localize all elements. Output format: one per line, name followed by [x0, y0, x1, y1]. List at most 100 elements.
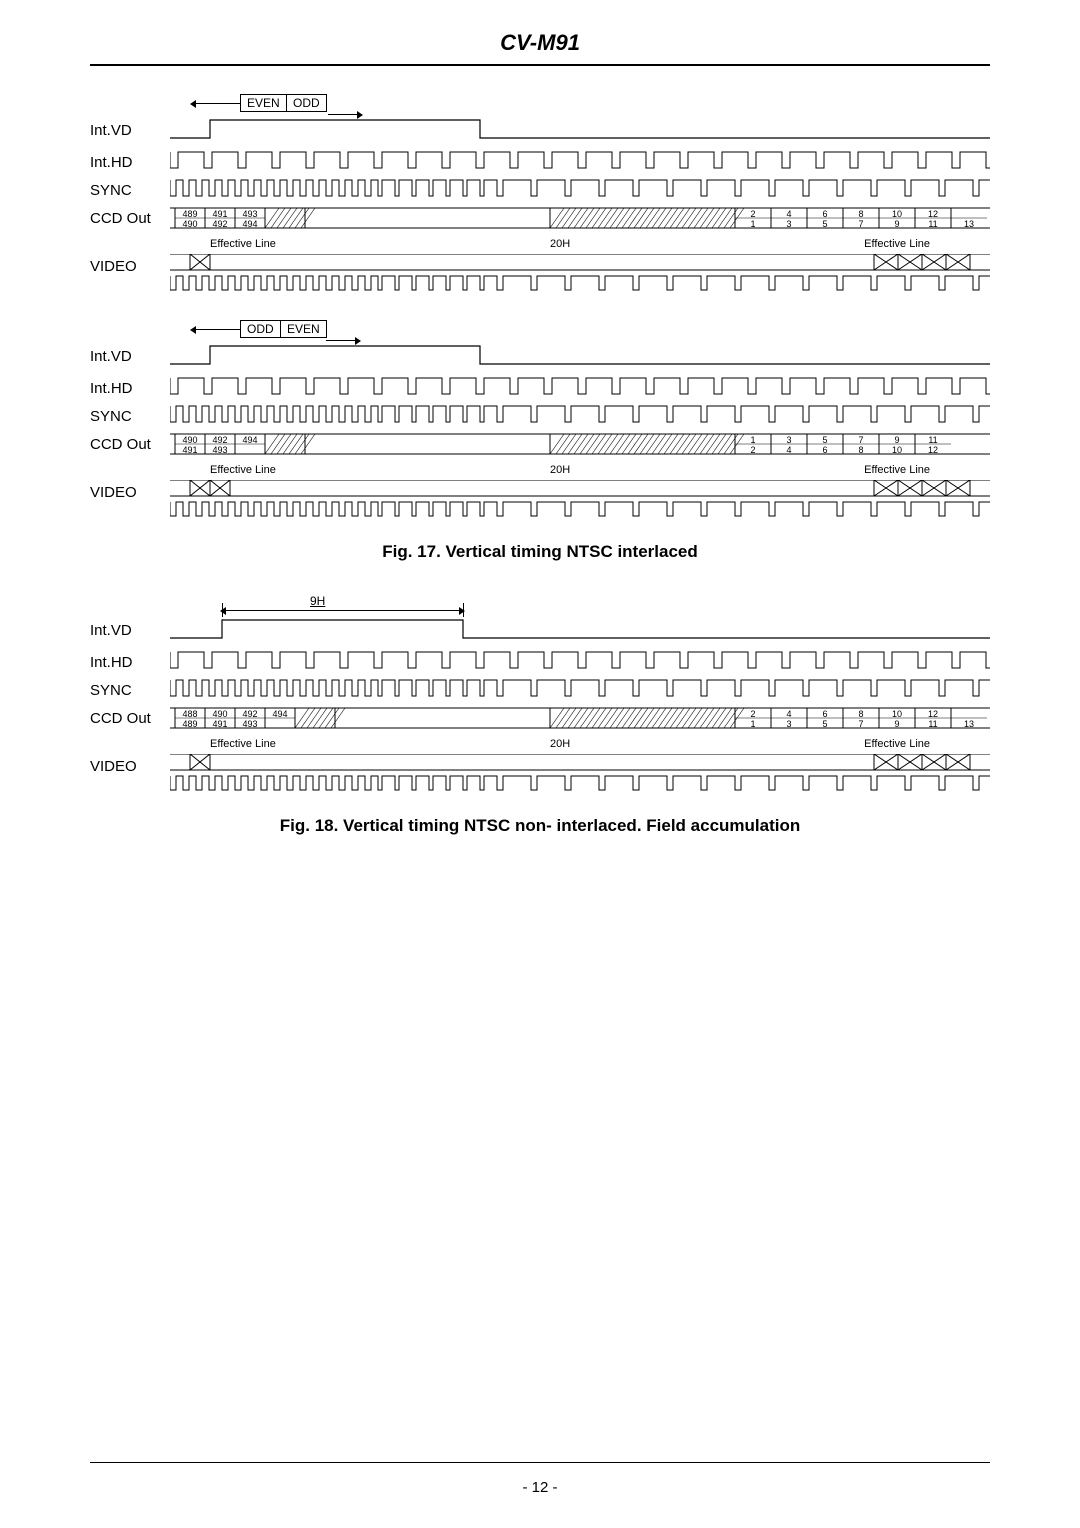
- svg-text:2: 2: [750, 709, 755, 719]
- svg-text:2: 2: [750, 209, 755, 219]
- video-wave-2: [170, 480, 990, 520]
- caption-1: Fig. 17. Vertical timing NTSC interlaced: [90, 542, 990, 562]
- eff-20h-1: 20H: [550, 238, 570, 250]
- svg-text:9: 9: [894, 435, 899, 445]
- page-number: - 12 -: [0, 1479, 1080, 1496]
- row-intvd-1: Int.VD: [90, 118, 990, 144]
- diagram-2: ODD EVEN Int.VD Int.HD SYNC CCD Out 490 4…: [90, 320, 990, 520]
- svg-text:2: 2: [750, 445, 755, 455]
- svg-text:489: 489: [182, 209, 197, 219]
- svg-text:494: 494: [242, 435, 257, 445]
- effective-line-row-2: Effective Line 20H Effective Line: [170, 464, 990, 480]
- row-ccdout-1: CCD Out 48949049149249349421436587109121…: [90, 206, 990, 232]
- row-ccdout-2: CCD Out 490491492493494123456789101112: [90, 432, 990, 458]
- label-sync: SYNC: [90, 178, 170, 199]
- svg-text:13: 13: [964, 719, 974, 729]
- svg-text:5: 5: [822, 219, 827, 229]
- svg-text:491: 491: [212, 719, 227, 729]
- svg-text:493: 493: [212, 445, 227, 455]
- row-video-2: VIDEO: [90, 480, 990, 520]
- inthd-wave-2: [170, 376, 990, 398]
- field-even-box: EVEN: [240, 94, 287, 112]
- svg-text:490: 490: [212, 709, 227, 719]
- effective-line-row-3: Effective Line 20H Effective Line: [170, 738, 990, 754]
- diagram-3: 9H Int.VD Int.HD SYNC CCD Out 4884894904…: [90, 596, 990, 794]
- field-indicator-1: EVEN ODD: [170, 94, 990, 116]
- svg-text:4: 4: [786, 445, 791, 455]
- svg-text:7: 7: [858, 435, 863, 445]
- label-inthd: Int.HD: [90, 150, 170, 171]
- eff-right-2: Effective Line: [864, 464, 930, 476]
- label-inthd-3: Int.HD: [90, 650, 170, 671]
- inthd-wave-1: [170, 150, 990, 172]
- nineh-indicator: 9H: [170, 596, 990, 618]
- svg-text:489: 489: [182, 719, 197, 729]
- label-intvd-2: Int.VD: [90, 344, 170, 365]
- svg-text:8: 8: [858, 445, 863, 455]
- svg-text:491: 491: [212, 209, 227, 219]
- eff-left-1: Effective Line: [210, 238, 276, 250]
- eff-right-1: Effective Line: [864, 238, 930, 250]
- svg-text:4: 4: [786, 209, 791, 219]
- row-video-3: VIDEO: [90, 754, 990, 794]
- svg-text:12: 12: [928, 445, 938, 455]
- label-ccdout-2: CCD Out: [90, 432, 170, 453]
- svg-text:5: 5: [822, 435, 827, 445]
- diagram-1: EVEN ODD Int.VD Int.HD SYNC CCD Out 489 4…: [90, 94, 990, 294]
- eff-20h-3: 20H: [550, 738, 570, 750]
- svg-text:3: 3: [786, 719, 791, 729]
- row-video-1: VIDEO: [90, 254, 990, 294]
- svg-text:6: 6: [822, 445, 827, 455]
- row-sync-3: SYNC: [90, 678, 990, 700]
- svg-text:13: 13: [964, 219, 974, 229]
- intvd-wave-1: [170, 118, 990, 144]
- svg-text:493: 493: [242, 719, 257, 729]
- row-inthd-1: Int.HD: [90, 150, 990, 172]
- row-intvd-2: Int.VD: [90, 344, 990, 370]
- svg-text:9: 9: [894, 719, 899, 729]
- label-sync-2: SYNC: [90, 404, 170, 425]
- svg-text:494: 494: [242, 219, 257, 229]
- svg-text:1: 1: [750, 435, 755, 445]
- inthd-wave-3: [170, 650, 990, 672]
- eff-right-3: Effective Line: [864, 738, 930, 750]
- eff-left-3: Effective Line: [210, 738, 276, 750]
- svg-text:7: 7: [858, 719, 863, 729]
- label-sync-3: SYNC: [90, 678, 170, 699]
- svg-text:494: 494: [272, 709, 287, 719]
- svg-text:10: 10: [892, 709, 902, 719]
- row-inthd-2: Int.HD: [90, 376, 990, 398]
- svg-text:9: 9: [894, 219, 899, 229]
- video-wave-3: [170, 754, 990, 794]
- svg-text:11: 11: [928, 435, 937, 445]
- svg-text:3: 3: [786, 219, 791, 229]
- row-sync-1: SYNC: [90, 178, 990, 200]
- nineh-label: 9H: [310, 594, 325, 608]
- svg-text:1: 1: [750, 219, 755, 229]
- svg-text:490: 490: [182, 435, 197, 445]
- label-intvd-3: Int.VD: [90, 618, 170, 639]
- label-video: VIDEO: [90, 254, 170, 275]
- label-ccdout: CCD Out: [90, 206, 170, 227]
- field-odd-box-2: ODD: [240, 320, 281, 338]
- sync-wave-3: [170, 678, 990, 700]
- row-inthd-3: Int.HD: [90, 650, 990, 672]
- svg-text:1: 1: [750, 719, 755, 729]
- field-indicator-2: ODD EVEN: [170, 320, 990, 342]
- caption-2: Fig. 18. Vertical timing NTSC non- inter…: [90, 816, 990, 836]
- eff-20h-2: 20H: [550, 464, 570, 476]
- ccdout-wave-1: 48949049149249349421436587109121113: [170, 206, 990, 232]
- field-odd-box: ODD: [286, 94, 327, 112]
- row-ccdout-3: CCD Out 48848949049149249349421436587109…: [90, 706, 990, 732]
- row-intvd-3: Int.VD: [90, 618, 990, 644]
- ccdout-wave-3: 48848949049149249349421436587109121113: [170, 706, 990, 732]
- label-ccdout-3: CCD Out: [90, 706, 170, 727]
- field-even-box-2: EVEN: [280, 320, 327, 338]
- svg-text:12: 12: [928, 709, 938, 719]
- row-sync-2: SYNC: [90, 404, 990, 426]
- svg-text:8: 8: [858, 709, 863, 719]
- header-title: CV-M91: [90, 30, 990, 56]
- label-video-2: VIDEO: [90, 480, 170, 501]
- svg-text:7: 7: [858, 219, 863, 229]
- svg-text:492: 492: [242, 709, 257, 719]
